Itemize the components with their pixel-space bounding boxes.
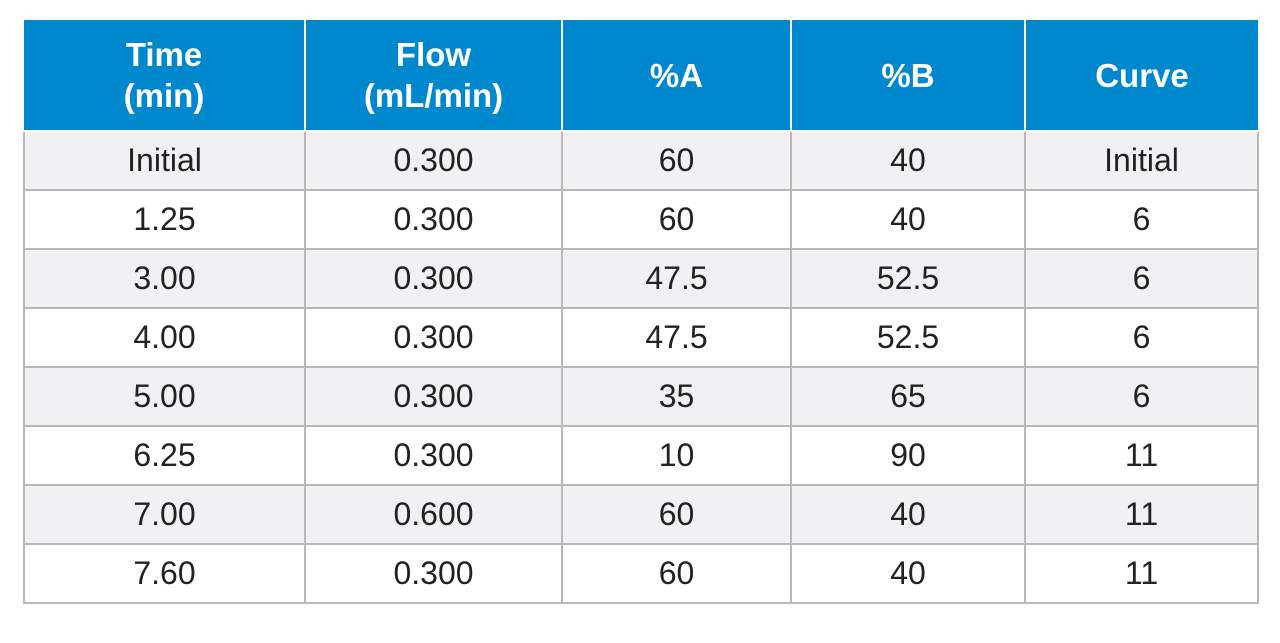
cell-percent-b: 65 — [790, 366, 1026, 427]
column-header-percent-a: %A — [561, 20, 792, 132]
gradient-table: Time (min) Flow (mL/min) %A %B Curve Ini… — [23, 20, 1259, 604]
cell-percent-a: 60 — [561, 484, 792, 545]
cell-curve: 11 — [1024, 484, 1259, 545]
table-row: 3.00 0.300 47.5 52.5 6 — [23, 248, 1259, 309]
cell-percent-a: 47.5 — [561, 307, 792, 368]
cell-curve: 6 — [1024, 366, 1259, 427]
column-header-time: Time (min) — [24, 20, 306, 132]
cell-percent-b: 52.5 — [790, 307, 1026, 368]
cell-curve: 6 — [1024, 307, 1259, 368]
column-header-flow-line1: Flow — [395, 36, 472, 73]
column-header-percent-b: %B — [790, 20, 1026, 132]
cell-flow: 0.600 — [304, 484, 563, 545]
table-row: 7.60 0.300 60 40 11 — [23, 543, 1259, 604]
cell-curve: 11 — [1024, 425, 1259, 486]
table-row: 5.00 0.300 35 65 6 — [23, 366, 1259, 427]
cell-time: 6.25 — [23, 425, 306, 486]
column-header-curve: Curve — [1024, 20, 1258, 132]
table-row: Initial 0.300 60 40 Initial — [23, 130, 1259, 191]
table-row: 4.00 0.300 47.5 52.5 6 — [23, 307, 1259, 368]
cell-flow: 0.300 — [304, 248, 563, 309]
cell-flow: 0.300 — [304, 189, 563, 250]
cell-curve: 6 — [1024, 248, 1259, 309]
column-header-time-line1: Time — [125, 36, 203, 73]
table-header: Time (min) Flow (mL/min) %A %B Curve — [24, 20, 1258, 132]
cell-percent-b: 40 — [790, 543, 1026, 604]
cell-time: Initial — [23, 130, 306, 191]
gradient-table-container: Time (min) Flow (mL/min) %A %B Curve Ini… — [23, 20, 1259, 604]
column-header-flow: Flow (mL/min) — [304, 20, 563, 132]
table-row: 1.25 0.300 60 40 6 — [23, 189, 1259, 250]
cell-percent-a: 35 — [561, 366, 792, 427]
cell-percent-a: 60 — [561, 189, 792, 250]
cell-time: 1.25 — [23, 189, 306, 250]
cell-percent-a: 47.5 — [561, 248, 792, 309]
cell-curve: 6 — [1024, 189, 1259, 250]
cell-flow: 0.300 — [304, 130, 563, 191]
cell-percent-b: 40 — [790, 484, 1026, 545]
cell-percent-a: 60 — [561, 543, 792, 604]
cell-percent-a: 10 — [561, 425, 792, 486]
cell-flow: 0.300 — [304, 425, 563, 486]
cell-time: 3.00 — [23, 248, 306, 309]
cell-time: 7.60 — [23, 543, 306, 604]
column-header-time-line2: (min) — [123, 77, 205, 114]
cell-curve: Initial — [1024, 130, 1259, 191]
cell-curve: 11 — [1024, 543, 1259, 604]
cell-flow: 0.300 — [304, 543, 563, 604]
cell-percent-b: 90 — [790, 425, 1026, 486]
cell-time: 5.00 — [23, 366, 306, 427]
column-header-flow-line2: (mL/min) — [363, 77, 504, 114]
cell-time: 4.00 — [23, 307, 306, 368]
table-row: 7.00 0.600 60 40 11 — [23, 484, 1259, 545]
cell-percent-b: 52.5 — [790, 248, 1026, 309]
cell-flow: 0.300 — [304, 366, 563, 427]
header-row: Time (min) Flow (mL/min) %A %B Curve — [24, 20, 1258, 132]
cell-percent-a: 60 — [561, 130, 792, 191]
cell-percent-b: 40 — [790, 189, 1026, 250]
table-row: 6.25 0.300 10 90 11 — [23, 425, 1259, 486]
cell-time: 7.00 — [23, 484, 306, 545]
table-body: Initial 0.300 60 40 Initial 1.25 0.300 6… — [23, 130, 1259, 604]
cell-flow: 0.300 — [304, 307, 563, 368]
cell-percent-b: 40 — [790, 130, 1026, 191]
